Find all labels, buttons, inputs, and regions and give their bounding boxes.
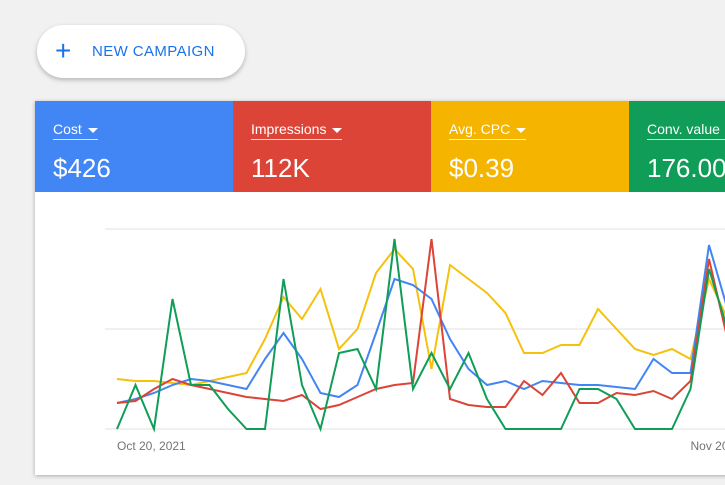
series-line <box>116 238 725 411</box>
metric-value: 112K <box>251 153 310 183</box>
metric-card[interactable]: Conv. value 176.00 <box>629 101 725 192</box>
plus-icon: + <box>55 35 72 66</box>
metric-label[interactable]: Avg. CPC <box>449 121 527 140</box>
new-campaign-button[interactable]: + NEW CAMPAIGN <box>37 25 245 78</box>
metric-label[interactable]: Cost <box>53 121 98 140</box>
overview-panel: Cost $426 Impressions 112K Avg. CPC $0.39 Conv… <box>35 101 725 475</box>
metric-label[interactable]: Impressions <box>251 121 343 140</box>
metric-card[interactable]: Cost $426 <box>35 101 233 192</box>
x-tick-label: Oct 20, 2021 <box>117 439 186 453</box>
x-tick-label: Nov 20 <box>691 439 725 453</box>
series-line <box>116 238 725 433</box>
metric-label[interactable]: Conv. value <box>647 121 725 140</box>
series-line <box>116 247 725 387</box>
metric-value: 176.00 <box>647 153 725 183</box>
button-label: NEW CAMPAIGN <box>92 43 215 60</box>
metric-value: $426 <box>53 153 111 183</box>
series-line <box>116 244 725 404</box>
metric-card[interactable]: Impressions 112K <box>233 101 431 192</box>
metric-card[interactable]: Avg. CPC $0.39 <box>431 101 629 192</box>
metric-value: $0.39 <box>449 153 515 183</box>
